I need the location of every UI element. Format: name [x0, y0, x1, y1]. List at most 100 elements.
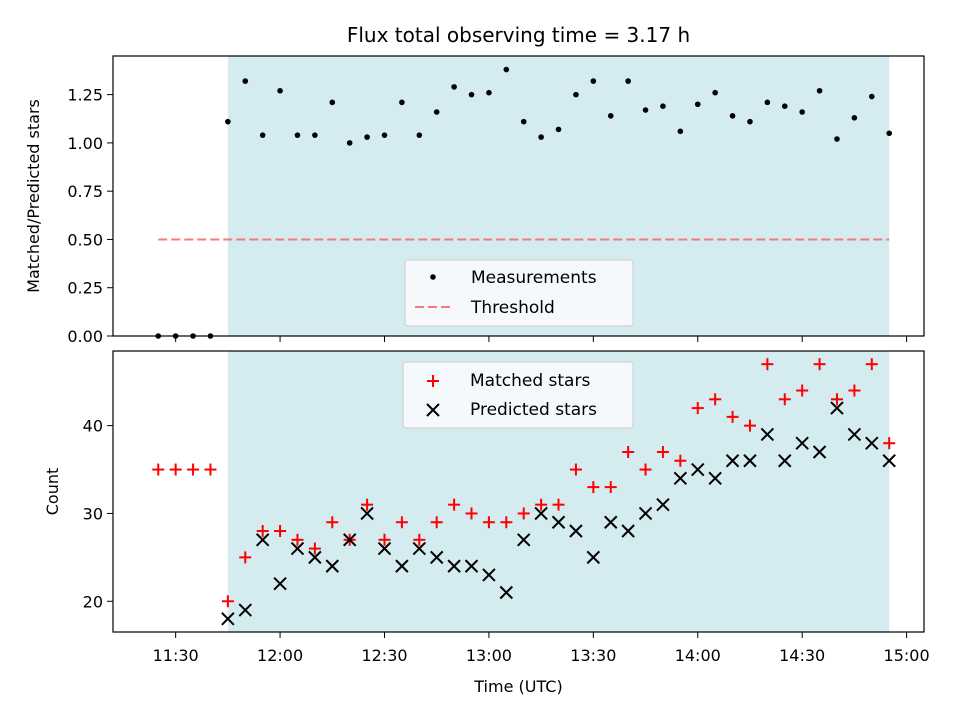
x-tick-label: 15:00: [884, 646, 930, 665]
measurement-point: [868, 93, 875, 100]
legend-label-predicted-stars: Predicted stars: [470, 400, 597, 420]
x-marker-b: [429, 550, 444, 565]
x-marker-b: [325, 559, 339, 573]
x-marker-b: [795, 436, 809, 450]
matched-star-point: [169, 463, 182, 476]
predicted-star-point: [551, 515, 566, 529]
predicted-star-point: [360, 506, 374, 521]
predicted-star-point: [673, 471, 688, 486]
x-marker-b: [238, 603, 252, 617]
legend-label-matched-stars: Matched stars: [470, 371, 590, 391]
chart-title: Flux total observing time = 3.17 h: [347, 23, 690, 47]
measurement-point: [277, 87, 283, 94]
matched-star-point: [709, 393, 722, 406]
matched-star-point: [883, 437, 896, 450]
measurement-point: [816, 87, 823, 94]
predicted-star-point: [830, 401, 844, 415]
y-tick-label: 40: [83, 417, 103, 436]
measurement-point: [364, 134, 370, 140]
predicted-star-point: [412, 541, 427, 556]
x-marker-b: [426, 403, 440, 417]
matched-star-point: [326, 516, 339, 529]
x-axis-label: Time (UTC): [473, 677, 562, 696]
x-marker-b: [517, 533, 531, 547]
matched-star-point: [291, 533, 304, 546]
x-tick-label: 12:00: [257, 646, 303, 665]
legend-plus-marker: [427, 375, 439, 387]
x-tick-label: 11:30: [153, 646, 199, 665]
x-marker-b: [395, 559, 409, 573]
matched-star-point: [448, 498, 461, 511]
predicted-star-point: [882, 454, 896, 468]
x-marker-b: [725, 454, 740, 468]
matched-star-point: [500, 516, 513, 529]
measurement-point: [433, 109, 440, 115]
matched-star-point: [413, 533, 426, 546]
measurement-point: [886, 130, 892, 137]
predicted-star-point: [743, 454, 757, 468]
measurement-point: [451, 84, 457, 90]
bottom-y-ticks: 20 30 40: [83, 417, 113, 611]
matched-star-point: [535, 498, 548, 511]
x-marker-b: [708, 471, 722, 486]
x-marker-b: [290, 541, 305, 556]
predicted-star-point: [569, 524, 583, 538]
measurement-point: [799, 109, 805, 115]
measurement-point: [416, 132, 423, 138]
measurement-point: [694, 101, 701, 108]
predicted-star-point: [865, 436, 879, 450]
x-marker-b: [882, 454, 896, 468]
predicted-star-point: [778, 454, 792, 468]
measurement-point: [225, 118, 231, 125]
matched-star-point: [552, 498, 565, 511]
measurement-point: [259, 132, 266, 138]
x-tick-label: 13:30: [570, 646, 616, 665]
matched-star-point: [830, 393, 843, 406]
matched-star-point: [778, 393, 791, 406]
x-marker-b: [412, 541, 427, 556]
measurement-point: [346, 140, 353, 146]
measurement-point: [625, 78, 631, 84]
predicted-star-point: [499, 585, 514, 600]
x-marker-b: [778, 454, 792, 468]
x-marker-b: [464, 559, 479, 573]
legend-marker-matched-stars: [427, 375, 439, 387]
x-marker-b: [308, 550, 322, 565]
predicted-star-point: [290, 541, 305, 556]
legend-label-measurements: Measurements: [471, 268, 597, 288]
measurement-point: [607, 113, 614, 119]
measurement-point: [851, 114, 858, 121]
x-marker-b: [673, 471, 688, 486]
predicted-star-point: [604, 515, 618, 529]
measurement-point: [329, 99, 336, 106]
matched-star-point: [656, 445, 669, 458]
legend-marker-measurements: [430, 274, 436, 280]
matched-star-point: [691, 402, 704, 415]
measurement-point: [312, 132, 318, 138]
predicted-star-point: [342, 533, 357, 547]
bottom-axes-frame: [112, 350, 925, 633]
predicted-star-point: [517, 533, 531, 547]
predicted-star-point: [656, 497, 670, 512]
top-panel: 0.00 0.25 0.50 0.75 1.00 1.25 Flux total obse…: [24, 23, 925, 346]
matched-star-point: [622, 445, 635, 458]
predicted-star-point: [534, 506, 548, 521]
bottom-legend: Matched stars Predicted stars: [402, 361, 634, 429]
x-marker-b: [743, 454, 757, 468]
x-marker-b: [255, 533, 270, 547]
x-marker-b: [534, 506, 548, 521]
measurement-point: [781, 103, 788, 110]
x-marker-b: [360, 506, 374, 521]
matched-stars-points: [152, 358, 896, 608]
predicted-star-point: [221, 612, 235, 626]
matched-star-point: [187, 463, 200, 476]
y-tick-label: 0.25: [67, 279, 103, 298]
predicted-star-point: [482, 568, 496, 582]
predicted-stars-points: [221, 401, 896, 626]
y-tick-label: 20: [83, 592, 103, 611]
x-marker-b: [760, 427, 775, 442]
matched-star-point: [378, 533, 391, 546]
measurement-point: [712, 89, 718, 96]
matched-star-point: [517, 507, 530, 520]
matched-star-point: [865, 358, 878, 371]
